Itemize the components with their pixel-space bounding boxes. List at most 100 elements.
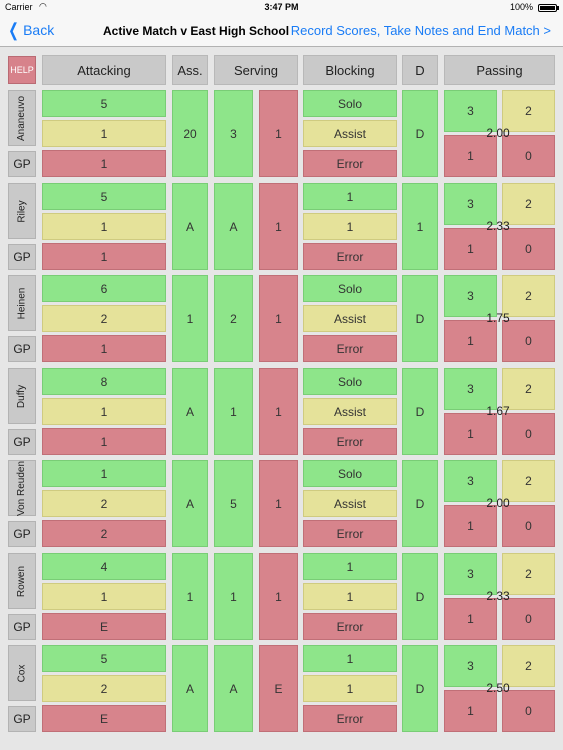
games-played-button[interactable]: GP bbox=[8, 706, 36, 732]
pass-3-cell[interactable]: 3 bbox=[444, 553, 497, 595]
pass-0-cell[interactable]: 0 bbox=[502, 598, 555, 640]
pass-3-cell[interactable]: 3 bbox=[444, 183, 497, 225]
serve-ace-cell[interactable]: 1 bbox=[214, 553, 253, 640]
serve-error-cell[interactable]: 1 bbox=[259, 553, 298, 640]
games-played-button[interactable]: GP bbox=[8, 429, 36, 455]
attack-error-cell[interactable]: 1 bbox=[42, 428, 166, 455]
block-solo-cell[interactable]: Solo bbox=[303, 368, 397, 395]
attack-kill-cell[interactable]: 5 bbox=[42, 183, 166, 210]
pass-0-cell[interactable]: 0 bbox=[502, 505, 555, 547]
block-error-cell[interactable]: Error bbox=[303, 428, 397, 455]
player-name-tab[interactable]: Rowen bbox=[8, 553, 36, 609]
block-assist-cell[interactable]: Assist bbox=[303, 305, 397, 332]
serve-error-cell[interactable]: 1 bbox=[259, 368, 298, 455]
pass-0-cell[interactable]: 0 bbox=[502, 228, 555, 270]
player-name-tab[interactable]: Riley bbox=[8, 183, 36, 239]
attack-kill-cell[interactable]: 5 bbox=[42, 645, 166, 672]
assist-cell[interactable]: A bbox=[172, 460, 208, 547]
attack-error-cell[interactable]: E bbox=[42, 705, 166, 732]
pass-0-cell[interactable]: 0 bbox=[502, 135, 555, 177]
block-error-cell[interactable]: Error bbox=[303, 705, 397, 732]
block-solo-cell[interactable]: 1 bbox=[303, 553, 397, 580]
passing-header[interactable]: Passing bbox=[444, 55, 555, 85]
block-error-cell[interactable]: Error bbox=[303, 613, 397, 640]
block-error-cell[interactable]: Error bbox=[303, 150, 397, 177]
block-solo-cell[interactable]: 1 bbox=[303, 183, 397, 210]
attack-kill-cell[interactable]: 8 bbox=[42, 368, 166, 395]
attack-attempt-cell[interactable]: 2 bbox=[42, 675, 166, 702]
serve-ace-cell[interactable]: 5 bbox=[214, 460, 253, 547]
pass-2-cell[interactable]: 2 bbox=[502, 275, 555, 317]
pass-0-cell[interactable]: 0 bbox=[502, 413, 555, 455]
dig-cell[interactable]: D bbox=[402, 368, 438, 455]
serve-ace-cell[interactable]: 2 bbox=[214, 275, 253, 362]
attack-kill-cell[interactable]: 1 bbox=[42, 460, 166, 487]
player-name-tab[interactable]: Cox bbox=[8, 645, 36, 701]
attack-attempt-cell[interactable]: 1 bbox=[42, 583, 166, 610]
serving-header[interactable]: Serving bbox=[214, 55, 298, 85]
games-played-button[interactable]: GP bbox=[8, 614, 36, 640]
attack-kill-cell[interactable]: 6 bbox=[42, 275, 166, 302]
block-assist-cell[interactable]: 1 bbox=[303, 675, 397, 702]
assist-cell[interactable]: 1 bbox=[172, 553, 208, 640]
block-assist-cell[interactable]: 1 bbox=[303, 583, 397, 610]
pass-1-cell[interactable]: 1 bbox=[444, 413, 497, 455]
attack-kill-cell[interactable]: 5 bbox=[42, 90, 166, 117]
serve-error-cell[interactable]: E bbox=[259, 645, 298, 732]
player-name-tab[interactable]: Duffy bbox=[8, 368, 36, 424]
pass-3-cell[interactable]: 3 bbox=[444, 645, 497, 687]
attacking-header[interactable]: Attacking bbox=[42, 55, 166, 85]
attack-attempt-cell[interactable]: 2 bbox=[42, 305, 166, 332]
block-assist-cell[interactable]: Assist bbox=[303, 120, 397, 147]
attack-error-cell[interactable]: E bbox=[42, 613, 166, 640]
block-solo-cell[interactable]: Solo bbox=[303, 90, 397, 117]
attack-error-cell[interactable]: 1 bbox=[42, 335, 166, 362]
pass-1-cell[interactable]: 1 bbox=[444, 505, 497, 547]
pass-2-cell[interactable]: 2 bbox=[502, 368, 555, 410]
dig-cell[interactable]: D bbox=[402, 553, 438, 640]
pass-2-cell[interactable]: 2 bbox=[502, 183, 555, 225]
dig-cell[interactable]: D bbox=[402, 90, 438, 177]
pass-2-cell[interactable]: 2 bbox=[502, 645, 555, 687]
serve-ace-cell[interactable]: 3 bbox=[214, 90, 253, 177]
attack-error-cell[interactable]: 1 bbox=[42, 243, 166, 270]
pass-3-cell[interactable]: 3 bbox=[444, 368, 497, 410]
games-played-button[interactable]: GP bbox=[8, 521, 36, 547]
dig-cell[interactable]: D bbox=[402, 460, 438, 547]
back-button[interactable]: ❮ Back bbox=[6, 21, 54, 39]
pass-0-cell[interactable]: 0 bbox=[502, 690, 555, 732]
player-name-tab[interactable]: Ananeuvo bbox=[8, 90, 36, 146]
games-played-button[interactable]: GP bbox=[8, 151, 36, 177]
serve-error-cell[interactable]: 1 bbox=[259, 183, 298, 270]
assist-cell[interactable]: A bbox=[172, 183, 208, 270]
block-assist-cell[interactable]: Assist bbox=[303, 490, 397, 517]
block-solo-cell[interactable]: Solo bbox=[303, 460, 397, 487]
record-scores-button[interactable]: Record Scores, Take Notes and End Match … bbox=[290, 23, 551, 38]
blocking-header[interactable]: Blocking bbox=[303, 55, 397, 85]
dig-cell[interactable]: D bbox=[402, 645, 438, 732]
block-assist-cell[interactable]: 1 bbox=[303, 213, 397, 240]
games-played-button[interactable]: GP bbox=[8, 244, 36, 270]
attack-attempt-cell[interactable]: 1 bbox=[42, 213, 166, 240]
assist-cell[interactable]: 1 bbox=[172, 275, 208, 362]
pass-2-cell[interactable]: 2 bbox=[502, 460, 555, 502]
pass-1-cell[interactable]: 1 bbox=[444, 598, 497, 640]
assist-cell[interactable]: A bbox=[172, 368, 208, 455]
assist-cell[interactable]: A bbox=[172, 645, 208, 732]
dig-cell[interactable]: 1 bbox=[402, 183, 438, 270]
block-solo-cell[interactable]: 1 bbox=[303, 645, 397, 672]
pass-3-cell[interactable]: 3 bbox=[444, 275, 497, 317]
player-name-tab[interactable]: Von Reuden bbox=[8, 460, 36, 516]
serve-error-cell[interactable]: 1 bbox=[259, 460, 298, 547]
attack-attempt-cell[interactable]: 2 bbox=[42, 490, 166, 517]
attack-error-cell[interactable]: 2 bbox=[42, 520, 166, 547]
digs-header[interactable]: D bbox=[402, 55, 438, 85]
pass-3-cell[interactable]: 3 bbox=[444, 90, 497, 132]
pass-0-cell[interactable]: 0 bbox=[502, 320, 555, 362]
block-error-cell[interactable]: Error bbox=[303, 335, 397, 362]
serve-ace-cell[interactable]: 1 bbox=[214, 368, 253, 455]
pass-1-cell[interactable]: 1 bbox=[444, 135, 497, 177]
pass-1-cell[interactable]: 1 bbox=[444, 228, 497, 270]
block-assist-cell[interactable]: Assist bbox=[303, 398, 397, 425]
serve-ace-cell[interactable]: A bbox=[214, 645, 253, 732]
